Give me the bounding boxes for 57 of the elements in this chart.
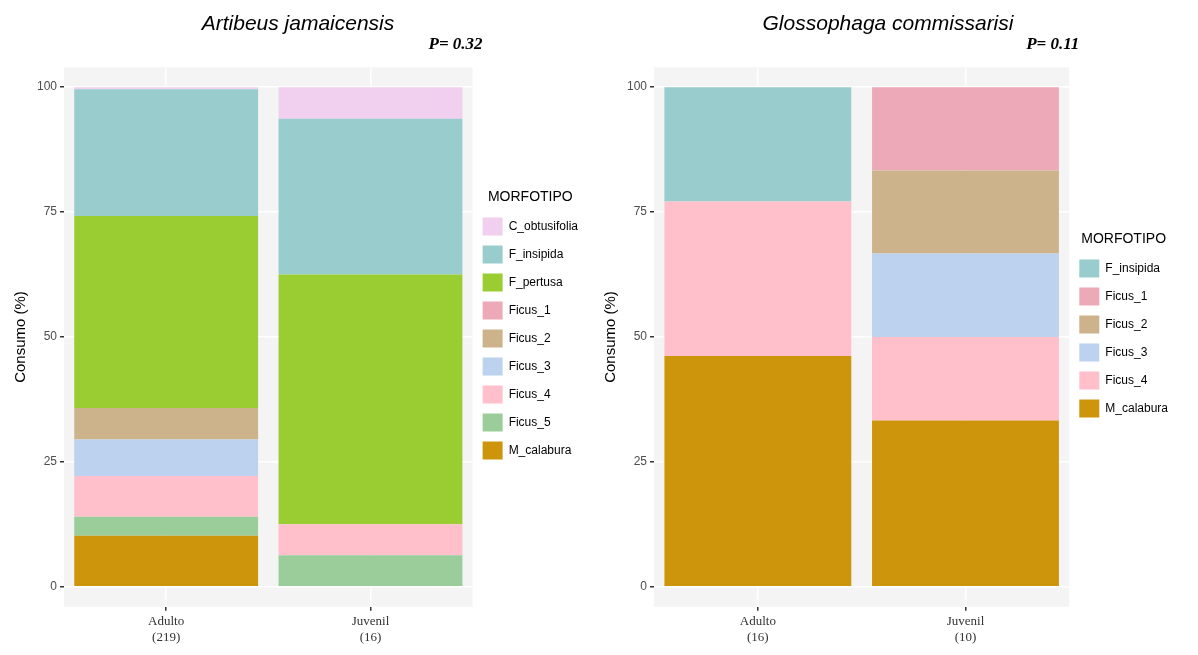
y-axis-title: Consumo (%): [11, 291, 29, 383]
legend-label: Ficus_3: [1105, 344, 1148, 359]
bar: [278, 87, 463, 119]
bar: [74, 439, 259, 476]
legend-label: Ficus_2: [508, 330, 551, 345]
y-tick-label: 25: [43, 454, 58, 469]
bar: [872, 170, 1059, 254]
legend-label: Ficus_4: [1105, 372, 1148, 387]
chart-title: Artibeus jamaicensis: [199, 11, 395, 35]
bar: [278, 524, 463, 556]
y-tick-label: 75: [633, 204, 648, 219]
legend-label: F_pertusa: [508, 274, 563, 289]
legend-label: Ficus_1: [508, 302, 551, 317]
bar: [74, 407, 259, 440]
x-tick-label: Juvenil (16): [351, 613, 390, 644]
legend-label: M_calabura: [1105, 400, 1169, 415]
bar: [872, 253, 1059, 337]
y-tick-label: 100: [626, 79, 648, 94]
legend-title: MORFOTIPO: [487, 188, 573, 205]
bar: [74, 475, 259, 517]
bar: [664, 355, 852, 587]
legend-label: F_insipida: [1105, 260, 1161, 275]
y-axis-title: Consumo (%): [601, 291, 619, 383]
x-tick-label: Adulto (219): [148, 613, 185, 644]
legend-label: Ficus_2: [1105, 316, 1148, 331]
legend-label: M_calabura: [508, 442, 572, 457]
y-tick-label: 0: [50, 579, 58, 594]
legend-label: Ficus_1: [1105, 288, 1148, 303]
legend-label: C_obtusifolia: [508, 218, 579, 233]
bar: [872, 87, 1059, 171]
legend-label: F_insipida: [508, 246, 564, 261]
x-tick-label: Juvenil (10): [946, 613, 985, 644]
text: P= 0.11: [1025, 34, 1080, 54]
bar: [872, 337, 1059, 421]
y-tick-label: 75: [43, 204, 58, 219]
bar: [278, 274, 463, 525]
y-tick-label: 0: [640, 579, 648, 594]
y-tick-label: 100: [36, 79, 58, 94]
bar: [74, 216, 259, 408]
bar: [278, 555, 463, 587]
bar: [664, 201, 852, 356]
bar: [664, 87, 852, 202]
chart-title: Glossophaga commissarisi: [762, 11, 1015, 35]
legend-label: Ficus_4: [508, 386, 551, 401]
legend-label: Ficus_3: [508, 358, 551, 373]
bar: [278, 118, 463, 275]
y-tick-label: 50: [43, 329, 58, 344]
bar: [74, 535, 259, 587]
x-tick-label: Adulto (16): [739, 613, 776, 644]
legend-title: MORFOTIPO: [1081, 230, 1167, 247]
legend-label: Ficus_5: [508, 414, 551, 429]
y-tick-label: 25: [633, 454, 648, 469]
bar: [74, 516, 259, 536]
text: P= 0.32: [427, 34, 484, 54]
bar: [74, 89, 259, 217]
bar: [872, 420, 1059, 587]
y-tick-label: 50: [633, 329, 648, 344]
